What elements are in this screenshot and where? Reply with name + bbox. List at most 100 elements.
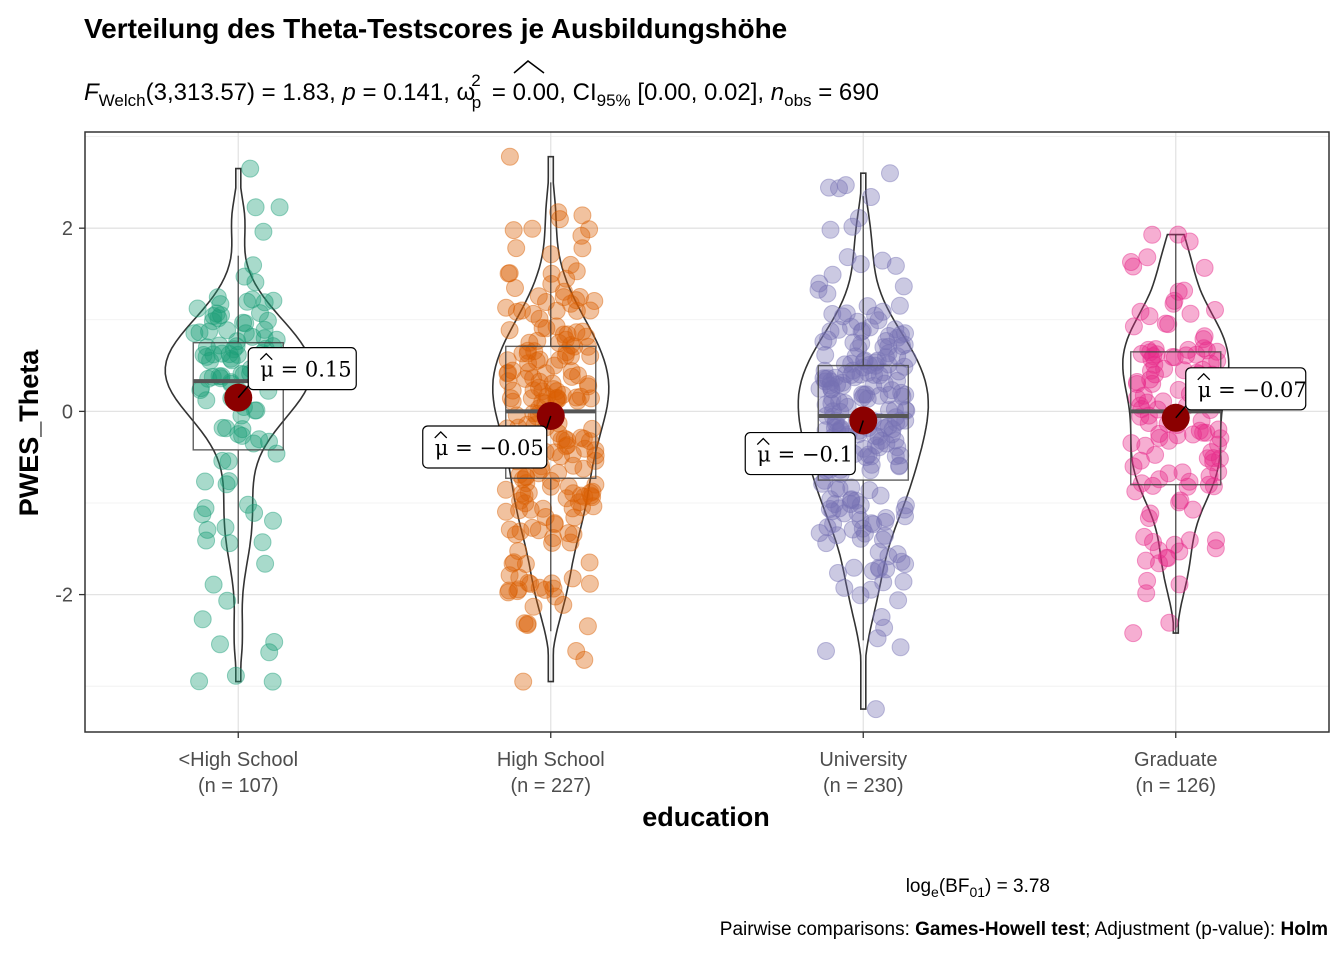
data-point: [580, 574, 599, 593]
data-point: [1204, 449, 1223, 468]
data-point: [516, 494, 535, 513]
data-point: [1170, 575, 1189, 594]
data-point: [556, 346, 575, 365]
data-point: [1207, 531, 1225, 550]
data-point: [547, 317, 566, 336]
data-point: [1156, 314, 1175, 333]
data-point: [1147, 345, 1166, 364]
mean-label: μ = −0.07: [1198, 378, 1307, 402]
data-point: [573, 239, 592, 258]
data-point: [1128, 375, 1146, 393]
data-point: [264, 511, 282, 530]
x-tick-n-label: (n = 230): [823, 775, 904, 797]
caption-pairwise-adjust: Holm: [1281, 919, 1329, 940]
data-point: [858, 389, 877, 408]
data-point: [1128, 373, 1147, 391]
data-point: [851, 529, 870, 548]
data-point: [1131, 302, 1150, 321]
data-point: [886, 320, 905, 339]
data-point: [573, 498, 591, 517]
data-point: [857, 448, 875, 467]
data-point: [842, 354, 861, 373]
data-point: [204, 345, 223, 364]
data-point: [554, 595, 573, 614]
data-point: [194, 346, 213, 364]
data-point: [1194, 423, 1213, 442]
chart-title: Verteilung des Theta-Testscores je Ausbi…: [84, 13, 787, 44]
data-point: [241, 159, 260, 178]
data-point: [533, 382, 552, 401]
data-point: [817, 534, 836, 553]
data-point: [256, 554, 275, 573]
data-point: [818, 284, 837, 303]
data-point: [239, 495, 257, 514]
data-point: [506, 525, 525, 544]
data-point: [1169, 282, 1188, 301]
data-point: [828, 375, 847, 394]
data-point: [1122, 253, 1140, 271]
data-point: [1137, 584, 1156, 603]
data-point: [892, 552, 911, 571]
data-point: [1136, 551, 1155, 570]
caption-bf-value: ) = 3.78: [985, 876, 1050, 897]
data-point: [500, 264, 519, 283]
data-point: [507, 239, 526, 258]
data-point: [822, 380, 841, 399]
data-point: [222, 351, 241, 370]
data-point: [552, 447, 570, 466]
data-point: [892, 383, 911, 402]
data-point: [204, 307, 223, 325]
data-point: [1159, 315, 1178, 334]
data-point: [1178, 477, 1197, 496]
data-point: [879, 344, 898, 363]
data-point: [855, 351, 874, 370]
caption-pairwise-text1: Pairwise comparisons:: [720, 919, 915, 940]
data-point: [1180, 472, 1199, 491]
data-point: [1128, 389, 1146, 408]
data-point: [833, 307, 852, 326]
data-point: [852, 322, 871, 341]
y-ticks: -2 0 2: [55, 218, 85, 607]
data-point: [1138, 571, 1157, 590]
data-point: [821, 322, 840, 341]
data-point: [826, 368, 845, 387]
data-point: [1142, 350, 1161, 369]
data-point: [579, 377, 598, 396]
data-point: [1149, 541, 1168, 560]
data-point: [1187, 345, 1206, 364]
data-point: [848, 312, 867, 331]
data-point: [843, 217, 862, 236]
data-point: [888, 545, 907, 564]
caption-bf-prefix: log: [906, 876, 931, 897]
data-point: [553, 385, 572, 404]
data-point: [581, 486, 600, 505]
data-point: [196, 499, 215, 518]
plot-panel: [85, 132, 1329, 732]
data-point: [893, 387, 912, 406]
data-point: [547, 382, 566, 401]
data-point: [877, 509, 896, 527]
mean-label-box: [422, 425, 548, 469]
data-point: [558, 431, 577, 450]
data-point: [1210, 449, 1229, 468]
data-point: [896, 385, 915, 404]
x-axis-title: education: [642, 802, 770, 832]
data-point: [823, 389, 842, 408]
data-point: [536, 580, 555, 599]
data-point: [518, 616, 537, 634]
data-point: [217, 475, 236, 494]
data-point: [1184, 425, 1202, 444]
data-point: [1142, 361, 1160, 380]
data-point: [870, 366, 889, 385]
data-point: [567, 323, 586, 342]
data-point: [557, 489, 576, 508]
data-point: [504, 553, 523, 572]
data-point: [1141, 504, 1160, 523]
data-point: [1202, 443, 1221, 462]
data-point: [888, 347, 907, 366]
data-point: [879, 327, 898, 345]
data-point: [197, 391, 216, 410]
data-point: [217, 419, 236, 438]
data-point: [875, 374, 894, 393]
data-point: [537, 319, 556, 338]
